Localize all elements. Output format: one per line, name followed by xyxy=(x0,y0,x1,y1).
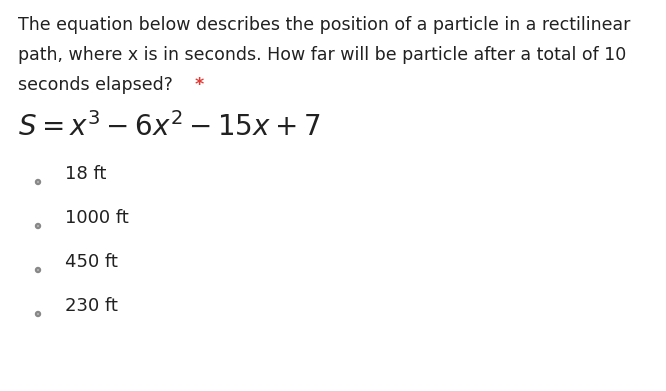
Text: The equation below describes the position of a particle in a rectilinear: The equation below describes the positio… xyxy=(18,16,631,34)
Point xyxy=(33,267,43,273)
Text: 450 ft: 450 ft xyxy=(65,253,118,271)
Point xyxy=(33,311,43,317)
Text: *: * xyxy=(195,76,204,94)
Text: 1000 ft: 1000 ft xyxy=(65,209,129,227)
Text: seconds elapsed?: seconds elapsed? xyxy=(18,76,173,94)
Text: path, where x is in seconds. How far will be particle after a total of 10: path, where x is in seconds. How far wil… xyxy=(18,46,626,64)
Text: 18 ft: 18 ft xyxy=(65,165,107,183)
Point xyxy=(33,179,43,185)
Text: 230 ft: 230 ft xyxy=(65,297,118,315)
Text: $S = x^3 - 6x^2 - 15x + 7$: $S = x^3 - 6x^2 - 15x + 7$ xyxy=(18,112,320,142)
Point xyxy=(33,223,43,229)
